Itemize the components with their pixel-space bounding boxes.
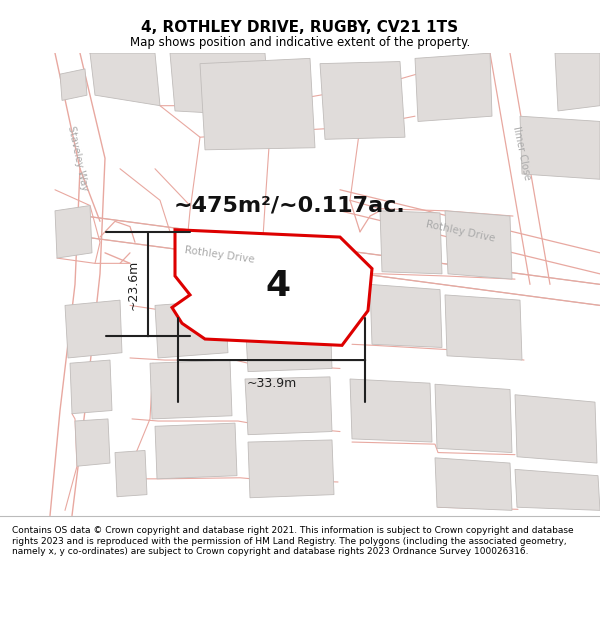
Polygon shape bbox=[172, 230, 372, 346]
Polygon shape bbox=[55, 206, 92, 258]
Polygon shape bbox=[435, 384, 512, 452]
Polygon shape bbox=[150, 360, 232, 419]
Polygon shape bbox=[435, 458, 512, 511]
Polygon shape bbox=[340, 190, 600, 274]
Text: ~475m²/~0.117ac.: ~475m²/~0.117ac. bbox=[174, 196, 406, 216]
Polygon shape bbox=[415, 53, 492, 121]
Polygon shape bbox=[520, 116, 600, 179]
Text: Ilmer Close: Ilmer Close bbox=[511, 125, 533, 181]
Polygon shape bbox=[200, 58, 315, 150]
Polygon shape bbox=[155, 300, 228, 358]
Polygon shape bbox=[170, 53, 270, 116]
Text: ~23.6m: ~23.6m bbox=[127, 259, 140, 309]
Polygon shape bbox=[445, 211, 512, 279]
Text: Staveley Way: Staveley Way bbox=[66, 125, 90, 192]
Polygon shape bbox=[70, 360, 112, 414]
Polygon shape bbox=[50, 53, 105, 516]
Polygon shape bbox=[320, 61, 405, 139]
Polygon shape bbox=[515, 469, 600, 511]
Polygon shape bbox=[60, 69, 87, 101]
Polygon shape bbox=[245, 377, 332, 435]
Polygon shape bbox=[380, 211, 442, 274]
Text: Rothley Drive: Rothley Drive bbox=[425, 219, 496, 244]
Text: ~33.9m: ~33.9m bbox=[247, 377, 296, 390]
Text: 4, ROTHLEY DRIVE, RUGBY, CV21 1TS: 4, ROTHLEY DRIVE, RUGBY, CV21 1TS bbox=[142, 20, 458, 35]
Polygon shape bbox=[248, 440, 334, 498]
Text: 4: 4 bbox=[265, 269, 290, 304]
Polygon shape bbox=[350, 379, 432, 442]
Polygon shape bbox=[555, 53, 600, 111]
Text: Map shows position and indicative extent of the property.: Map shows position and indicative extent… bbox=[130, 36, 470, 49]
Text: Rothley Drive: Rothley Drive bbox=[184, 245, 256, 265]
Polygon shape bbox=[90, 53, 160, 106]
Polygon shape bbox=[65, 300, 122, 358]
Polygon shape bbox=[75, 419, 110, 466]
Polygon shape bbox=[245, 312, 332, 372]
Polygon shape bbox=[445, 295, 522, 360]
Polygon shape bbox=[370, 284, 442, 348]
Polygon shape bbox=[85, 216, 600, 306]
Polygon shape bbox=[115, 451, 147, 497]
Polygon shape bbox=[515, 395, 597, 463]
Text: Contains OS data © Crown copyright and database right 2021. This information is : Contains OS data © Crown copyright and d… bbox=[12, 526, 574, 556]
Polygon shape bbox=[155, 423, 237, 479]
